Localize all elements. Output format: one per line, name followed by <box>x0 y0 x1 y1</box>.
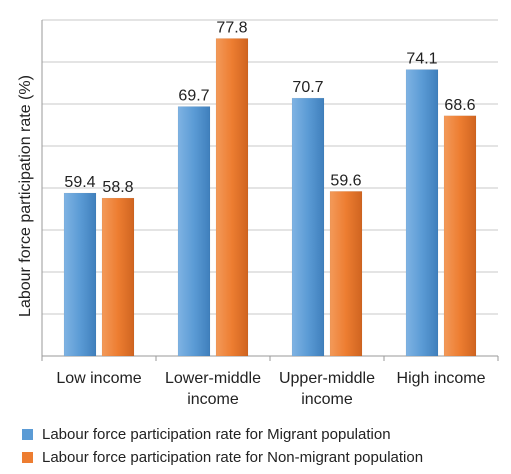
data-labels: 59.4 69.7 70.7 74.1 58.8 77.8 59.6 68.6 <box>64 19 475 196</box>
category-label: income <box>187 391 239 408</box>
bars <box>63 38 477 357</box>
category-labels: Low income Lower-middle income Upper-middle… <box>56 370 485 408</box>
bar-migrant-1 <box>177 106 211 357</box>
bar-non-migrant-1 <box>215 38 249 357</box>
bar-migrant-2 <box>291 97 325 357</box>
bar-migrant-0 <box>63 192 97 357</box>
legend-swatch <box>22 452 33 463</box>
bar-non-migrant-0 <box>101 197 135 357</box>
legend-label: Labour force participation rate for Migr… <box>42 426 391 443</box>
y-axis-title: Labour force participation rate (%) <box>17 75 34 317</box>
bar-migrant-3 <box>405 69 439 357</box>
legend-label: Labour force participation rate for Non-… <box>42 449 423 466</box>
category-label: income <box>301 391 353 408</box>
data-label: 69.7 <box>178 88 209 105</box>
bar-non-migrant-2 <box>329 191 363 357</box>
data-label: 68.6 <box>444 97 475 114</box>
legend: Labour force participation rate for Migr… <box>22 426 423 466</box>
data-label: 59.6 <box>330 172 361 189</box>
data-label: 77.8 <box>216 19 247 36</box>
category-label: High income <box>397 370 486 387</box>
category-label: Low income <box>56 370 141 387</box>
category-label: Lower-middle <box>165 370 261 387</box>
category-label: Upper-middle <box>279 370 375 387</box>
bar-non-migrant-3 <box>443 115 477 357</box>
data-label: 58.8 <box>102 179 133 196</box>
data-label: 74.1 <box>406 51 437 68</box>
legend-swatch <box>22 429 33 440</box>
data-label: 59.4 <box>64 174 95 191</box>
data-label: 70.7 <box>292 79 323 96</box>
